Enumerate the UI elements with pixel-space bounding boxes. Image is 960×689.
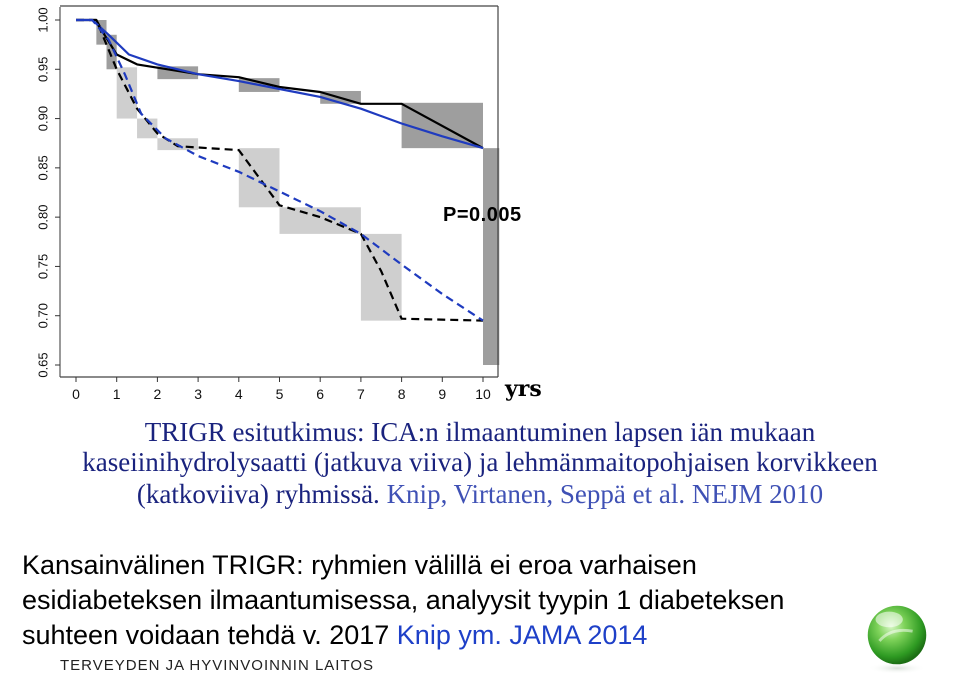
x-tick-label-1: 1 (113, 386, 121, 402)
y-tick-label-7: 1.00 (35, 7, 50, 32)
x-tick-label-8: 8 (398, 386, 406, 402)
curve-dashed-smooth (76, 18, 484, 322)
y-axis-ticks: 0.65 0.70 0.75 0.80 0.85 0.90 0.95 1.00 (35, 7, 60, 378)
x-tick-label-7: 7 (357, 386, 365, 402)
y-tick-label-2: 0.75 (35, 254, 50, 279)
y-tick-label-6: 0.95 (35, 57, 50, 82)
confidence-bands (96, 20, 500, 365)
curves (76, 18, 484, 322)
y-tick-label-5: 0.90 (35, 106, 50, 131)
x-axis-ticks: 0 1 2 3 4 5 6 7 8 9 10 (72, 377, 491, 402)
summary-line-3: suhteen voidaan tehdä v. 2017 Knip ym. J… (22, 618, 952, 653)
summary-text: Kansainvälinen TRIGR: ryhmien välillä ei… (22, 548, 952, 653)
x-tick-label-10: 10 (475, 386, 491, 402)
x-tick-label-9: 9 (438, 386, 446, 402)
confidence-band-1 (106, 34, 117, 70)
survival-chart: 0.65 0.70 0.75 0.80 0.85 0.90 0.95 1.00 0 1 2 3 4 5 6… (35, 5, 500, 402)
figure-caption: TRIGR esitutkimus: ICA:n ilmaantuminen l… (0, 416, 960, 510)
curve-dashed-step (76, 18, 484, 322)
confidence-band-6 (483, 148, 500, 365)
p-value-label: P=0.005 (443, 204, 522, 226)
green-sphere-logo-icon (867, 605, 927, 675)
x-tick-label-6: 6 (316, 386, 324, 402)
x-tick-label-5: 5 (276, 386, 284, 402)
caption-line-3-text: (katkoviiva) ryhmissä. (136, 479, 387, 509)
summary-line-2: esidiabeteksen ilmaantumisessa, analyysi… (22, 585, 785, 615)
y-tick-label-1: 0.70 (35, 303, 50, 328)
caption-line-3: (katkoviiva) ryhmissä. Knip, Virtanen, S… (0, 478, 960, 510)
x-tick-label-0: 0 (72, 386, 80, 402)
x-unit-label: yrs (505, 376, 542, 402)
y-tick-label-0: 0.65 (35, 352, 50, 377)
caption-line-2: kaseiinihydrolysaatti (jatkuva viiva) ja… (82, 447, 878, 477)
summary-line-3-text: suhteen voidaan tehdä v. 2017 (22, 620, 397, 650)
x-tick-label-3: 3 (194, 386, 202, 402)
y-tick-label-4: 0.85 (35, 155, 50, 180)
summary-line-1: Kansainvälinen TRIGR: ryhmien välillä ei… (22, 550, 697, 580)
caption-line-1: TRIGR esitutkimus: ICA:n ilmaantuminen l… (144, 417, 816, 447)
y-tick-label-3: 0.80 (35, 204, 50, 229)
x-tick-label-2: 2 (154, 386, 162, 402)
x-tick-label-4: 4 (235, 386, 243, 402)
caption-reference: Knip, Virtanen, Seppä et al. NEJM 2010 (386, 479, 824, 509)
curve-solid-smooth (76, 18, 484, 150)
organization-footer: TERVEYDEN JA HYVINVOINNIN LAITOS (60, 657, 375, 674)
confidence-band-10 (238, 148, 280, 208)
summary-reference: Knip ym. JAMA 2014 (396, 620, 648, 650)
